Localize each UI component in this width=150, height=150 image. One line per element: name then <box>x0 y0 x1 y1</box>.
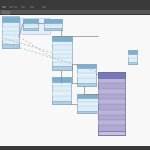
Bar <box>52 58 72 62</box>
Bar <box>2 16 19 22</box>
Bar <box>98 72 124 135</box>
Bar <box>2 6 6 8</box>
Bar <box>52 100 71 103</box>
Bar <box>98 88 124 94</box>
Bar <box>98 130 124 135</box>
Bar <box>128 54 137 57</box>
Bar <box>77 64 96 68</box>
Bar <box>23 28 38 30</box>
Bar <box>20 18 50 34</box>
Bar <box>77 64 96 86</box>
Bar <box>128 61 137 64</box>
Bar <box>2 44 19 48</box>
Bar <box>2 27 19 31</box>
Bar <box>2 11 10 14</box>
Bar <box>0 10 150 14</box>
Bar <box>2 35 19 40</box>
Bar <box>77 94 98 113</box>
Bar <box>52 91 71 96</box>
Bar <box>98 72 124 78</box>
Bar <box>98 120 124 125</box>
Bar <box>52 82 71 86</box>
Bar <box>2 16 19 48</box>
Bar <box>42 6 46 8</box>
Bar <box>52 77 71 103</box>
Bar <box>0 14 150 146</box>
Bar <box>52 36 72 70</box>
Bar <box>77 102 98 106</box>
Bar <box>98 99 124 104</box>
Bar <box>128 50 137 54</box>
Bar <box>128 50 137 64</box>
Bar <box>9 6 13 8</box>
Bar <box>23 19 38 30</box>
Bar <box>44 19 62 22</box>
Bar <box>98 78 124 83</box>
Bar <box>52 77 71 82</box>
Bar <box>52 36 72 41</box>
Bar <box>0 146 150 150</box>
Bar <box>44 28 62 30</box>
Bar <box>98 110 124 115</box>
Bar <box>44 22 62 25</box>
Bar <box>14 6 17 8</box>
Bar <box>52 50 72 54</box>
Bar <box>77 94 98 98</box>
Bar <box>21 6 25 8</box>
Bar <box>52 66 72 70</box>
Bar <box>23 22 38 25</box>
Bar <box>30 6 34 8</box>
Bar <box>77 83 96 86</box>
Bar <box>0 0 150 10</box>
Bar <box>52 41 72 45</box>
Bar <box>44 19 62 30</box>
Bar <box>77 73 96 78</box>
Bar <box>23 19 38 22</box>
Bar <box>77 111 98 113</box>
